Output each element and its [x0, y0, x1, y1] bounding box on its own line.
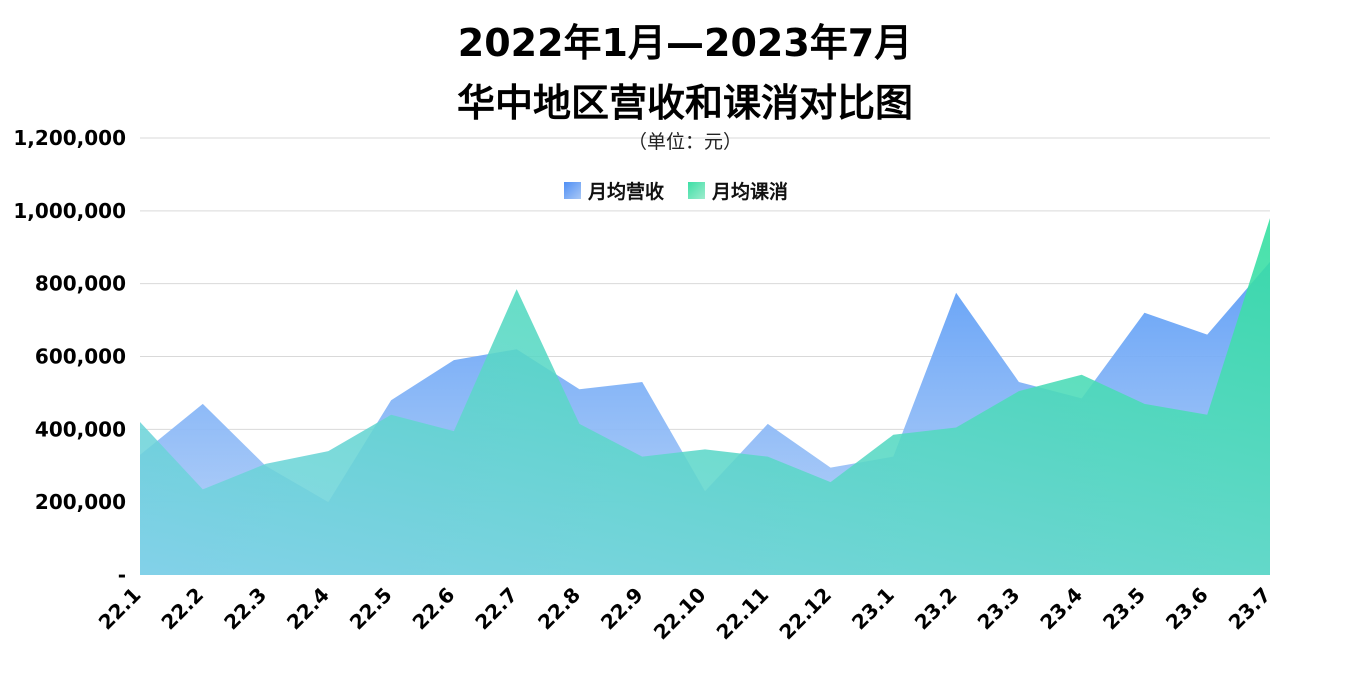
legend: 月均营收 月均课消: [564, 180, 788, 203]
legend-label-revenue: 月均营收: [587, 180, 664, 203]
x-tick-label-3: 22.4: [282, 583, 334, 635]
plot-areas: [140, 218, 1270, 575]
area-series-1: [140, 218, 1270, 575]
x-tick-label-7: 22.8: [533, 583, 585, 635]
y-tick-label-0: -: [118, 563, 126, 587]
x-tick-label-0: 22.1: [94, 583, 146, 635]
x-tick-label-16: 23.5: [1098, 583, 1150, 635]
chart-title-line1: 2022年1月—2023年7月: [458, 21, 912, 65]
x-tick-label-12: 23.1: [847, 583, 899, 635]
x-tick-label-17: 23.6: [1161, 583, 1213, 635]
x-tick-label-15: 23.4: [1035, 583, 1087, 635]
x-tick-label-10: 22.11: [712, 583, 774, 645]
chart-subtitle: （单位：元）: [628, 131, 742, 153]
x-tick-label-5: 22.6: [408, 583, 460, 635]
x-tick-label-11: 22.12: [774, 583, 836, 645]
x-tick-label-18: 23.7: [1224, 583, 1276, 635]
x-tick-label-1: 22.2: [156, 583, 208, 635]
x-tick-label-4: 22.5: [345, 583, 397, 635]
x-axis: 22.1 22.2 22.3 22.4 22.5 22.6 22.7 22.8 22.9 22.1…: [94, 583, 1276, 645]
legend-swatch-revenue: [564, 182, 581, 199]
y-tick-label-6: 1,200,000: [13, 126, 126, 150]
x-tick-label-13: 23.2: [910, 583, 962, 635]
x-tick-label-8: 22.9: [596, 583, 648, 635]
x-tick-label-6: 22.7: [470, 583, 522, 635]
y-tick-label-3: 600,000: [35, 345, 126, 369]
legend-swatch-consume: [688, 182, 705, 199]
y-tick-label-1: 200,000: [35, 490, 126, 514]
x-tick-label-9: 22.10: [649, 583, 711, 645]
y-axis: - 200,000 400,000 600,000 800,000 1,000,000 1,…: [13, 126, 126, 587]
y-tick-label-2: 400,000: [35, 417, 126, 441]
x-tick-label-14: 23.3: [973, 583, 1025, 635]
chart-title-line2: 华中地区营收和课消对比图: [457, 81, 913, 125]
legend-label-consume: 月均课消: [711, 180, 788, 203]
x-tick-label-2: 22.3: [219, 583, 271, 635]
y-tick-label-4: 800,000: [35, 272, 126, 296]
y-tick-label-5: 1,000,000: [13, 199, 126, 223]
